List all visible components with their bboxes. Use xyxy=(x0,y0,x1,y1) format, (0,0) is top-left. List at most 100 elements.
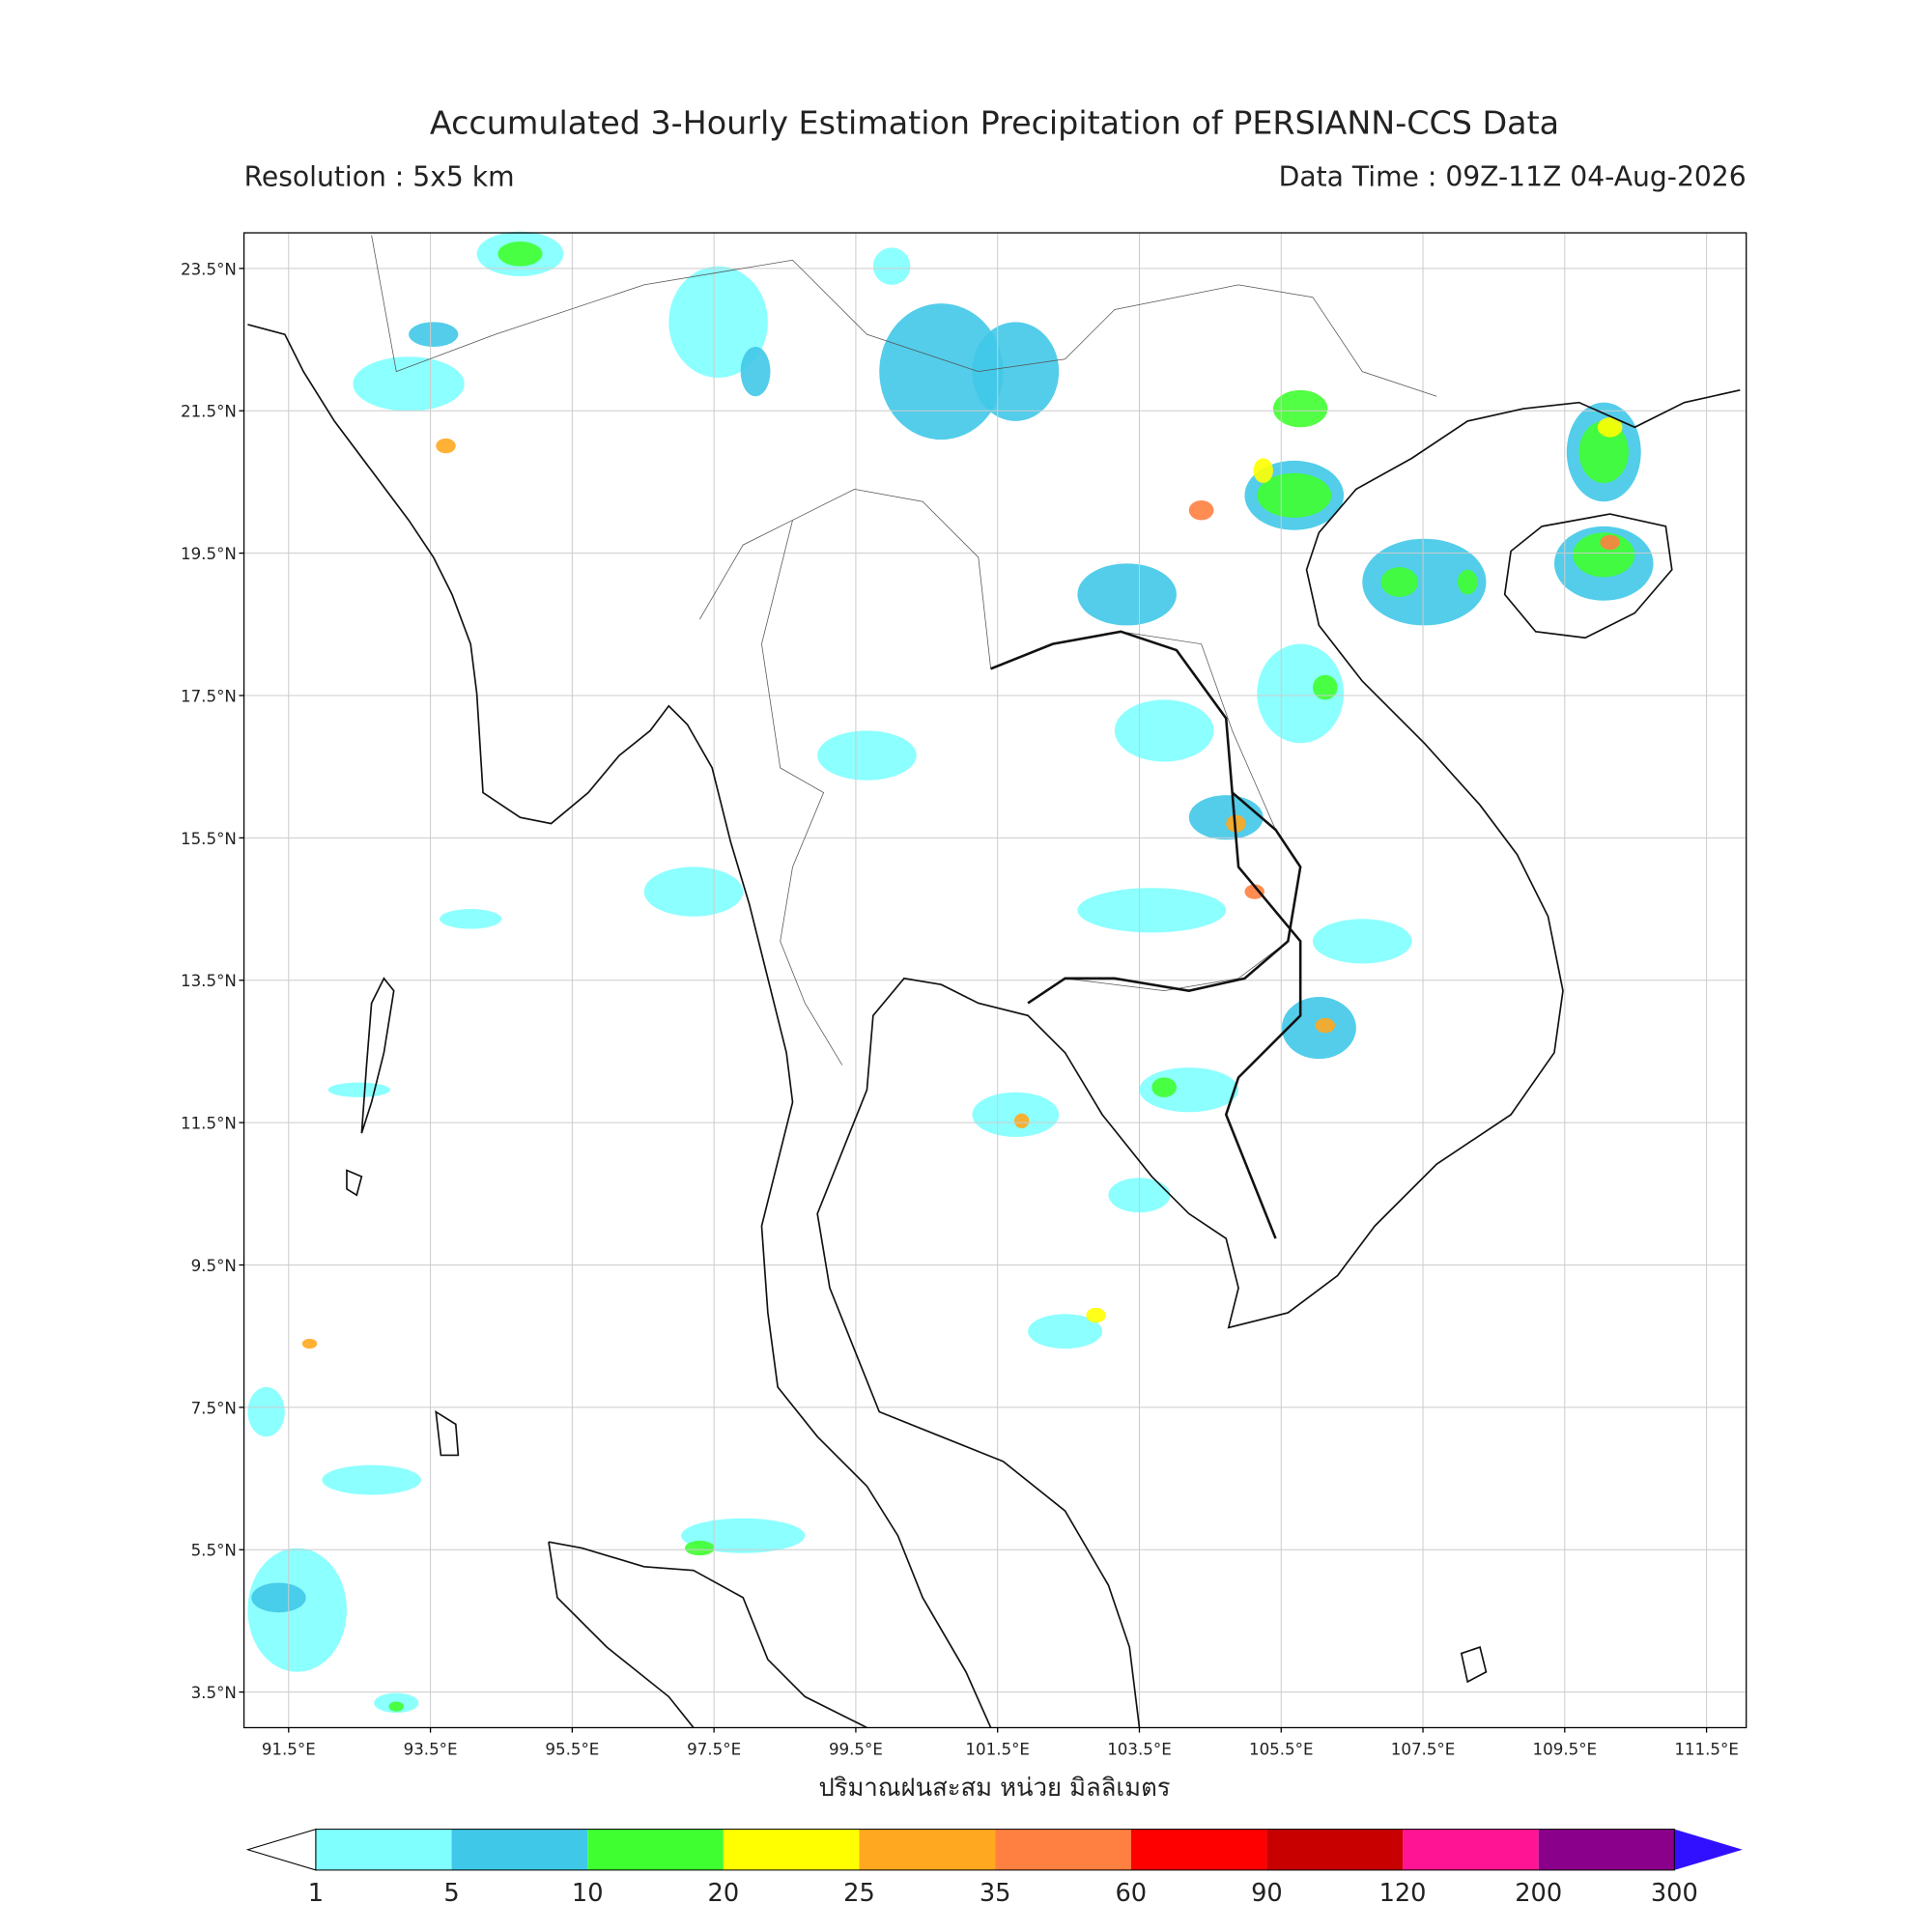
grid xyxy=(243,233,1747,1728)
rain-patch xyxy=(1272,389,1328,428)
rain-patch xyxy=(1600,534,1620,551)
rain-patch xyxy=(1457,569,1478,595)
colorbar-box xyxy=(451,1829,588,1870)
rain-patch xyxy=(643,867,744,917)
rain-patch xyxy=(1312,919,1412,964)
rain-patch xyxy=(1077,888,1227,933)
x-tick-label: 103.5°E xyxy=(1107,1741,1172,1759)
coastlines xyxy=(247,235,1741,1729)
rain-patch xyxy=(1312,674,1338,700)
colorbar-label: 120 xyxy=(1379,1879,1427,1908)
data-time: Data Time : 09Z-11Z 04-Aug-2026 xyxy=(1279,160,1747,192)
colorbar-box xyxy=(315,1829,452,1870)
colorbar-outline xyxy=(315,1829,1675,1871)
rain-patch xyxy=(1380,567,1418,597)
colorbar-label: 200 xyxy=(1515,1879,1562,1908)
x-tick-label: 97.5°E xyxy=(687,1741,741,1759)
colorbar-box xyxy=(723,1829,860,1870)
colorbar-label: 300 xyxy=(1651,1879,1698,1908)
colorbar-box xyxy=(859,1829,996,1870)
rain-patch xyxy=(1086,1307,1106,1323)
x-tick-label: 95.5°E xyxy=(545,1741,599,1759)
x-tick-label: 91.5°E xyxy=(262,1741,316,1759)
rain-patch xyxy=(388,1701,404,1712)
colorbar-box xyxy=(1538,1829,1675,1870)
rain-patch xyxy=(353,356,465,412)
y-tick-label: 21.5°N xyxy=(181,403,237,421)
coastline xyxy=(1503,513,1673,639)
rain-patch xyxy=(1257,643,1345,744)
rain-patch xyxy=(668,266,768,379)
x-tick-label: 105.5°E xyxy=(1249,1741,1314,1759)
rain-patch xyxy=(1597,417,1623,438)
colorbar-box xyxy=(587,1829,724,1870)
colorbar-box xyxy=(1403,1829,1539,1870)
rain-patch xyxy=(1578,420,1629,483)
title: Accumulated 3-Hourly Estimation Precipit… xyxy=(430,103,1559,141)
colorbar-label: 60 xyxy=(1115,1879,1147,1908)
coastline xyxy=(816,389,1741,1728)
x-tick-label: 99.5°E xyxy=(829,1741,883,1759)
rain-patch xyxy=(327,1082,390,1097)
coastline xyxy=(548,1541,867,1729)
rain-patch xyxy=(436,438,456,454)
border xyxy=(371,235,1437,1065)
colorbar-label: 25 xyxy=(843,1879,875,1908)
rain-patch xyxy=(1244,884,1264,899)
y-tick-label: 23.5°N xyxy=(181,260,237,278)
colorbar-under xyxy=(245,1828,317,1871)
colorbar-label: 10 xyxy=(572,1879,604,1908)
x-tick-label: 109.5°E xyxy=(1533,1741,1598,1759)
y-tick-label: 17.5°N xyxy=(181,687,237,705)
thailand-border xyxy=(990,630,1302,1239)
y-tick-label: 11.5°N xyxy=(181,1115,237,1133)
colorbar-box xyxy=(1130,1829,1267,1870)
colorbar-box xyxy=(1266,1829,1404,1870)
x-tick-label: 107.5°E xyxy=(1391,1741,1456,1759)
colorbar-label: 20 xyxy=(708,1879,740,1908)
y-tick-label: 7.5°N xyxy=(191,1399,237,1417)
resolution: Resolution : 5x5 km xyxy=(244,160,515,192)
colorbar-label: 90 xyxy=(1251,1879,1283,1908)
axis-ticks: 91.5°E 93.5°E 95.5°E 97.5°E 99.5°E 101.5°E 103… xyxy=(181,260,1739,1758)
rain-patch xyxy=(1028,1314,1103,1350)
x-axis-label: ปริมาณฝนสะสม หน่วย มิลลิเมตร xyxy=(818,1774,1170,1803)
x-tick-label: 111.5°E xyxy=(1674,1741,1739,1759)
rain-patch xyxy=(1014,1113,1030,1128)
colorbar-box xyxy=(995,1829,1131,1870)
rain-patch xyxy=(440,909,502,929)
rain-patch xyxy=(684,1540,715,1556)
rain-patch xyxy=(409,322,459,347)
y-tick-label: 3.5°N xyxy=(191,1684,237,1702)
y-tick-label: 15.5°N xyxy=(181,830,237,848)
rain-patch xyxy=(972,322,1060,421)
rain-patch xyxy=(497,242,543,267)
rain-patch xyxy=(1253,458,1273,483)
rain-patch xyxy=(322,1464,421,1495)
rain-patch xyxy=(740,346,771,397)
colorbar: 1 5 10 20 25 35 60 90 120 200 300 xyxy=(245,1828,1743,1908)
colorbar-label: 5 xyxy=(443,1879,459,1908)
x-tick-label: 93.5°E xyxy=(404,1741,458,1759)
rain-patch xyxy=(1114,699,1214,762)
coastline xyxy=(346,977,1488,1684)
rain-patch xyxy=(1315,1017,1336,1034)
rain-patch xyxy=(879,303,1004,440)
y-tick-label: 9.5°N xyxy=(191,1257,237,1275)
rain-patch xyxy=(1188,795,1264,840)
rain-patch xyxy=(1362,538,1487,626)
colorbar-label: 35 xyxy=(980,1879,1011,1908)
rain-patch xyxy=(1151,1077,1177,1097)
coastline xyxy=(247,324,992,1728)
y-tick-label: 19.5°N xyxy=(181,545,237,563)
rain-patch xyxy=(1077,563,1177,626)
precipitation-layer xyxy=(247,231,1654,1714)
rain-patch xyxy=(301,1338,318,1350)
rain-patch xyxy=(1257,472,1332,518)
rain-patch xyxy=(817,730,917,781)
y-tick-label: 13.5°N xyxy=(181,972,237,990)
x-tick-label: 101.5°E xyxy=(965,1741,1030,1759)
rain-patch xyxy=(247,1548,347,1672)
rain-patch xyxy=(247,1386,285,1437)
